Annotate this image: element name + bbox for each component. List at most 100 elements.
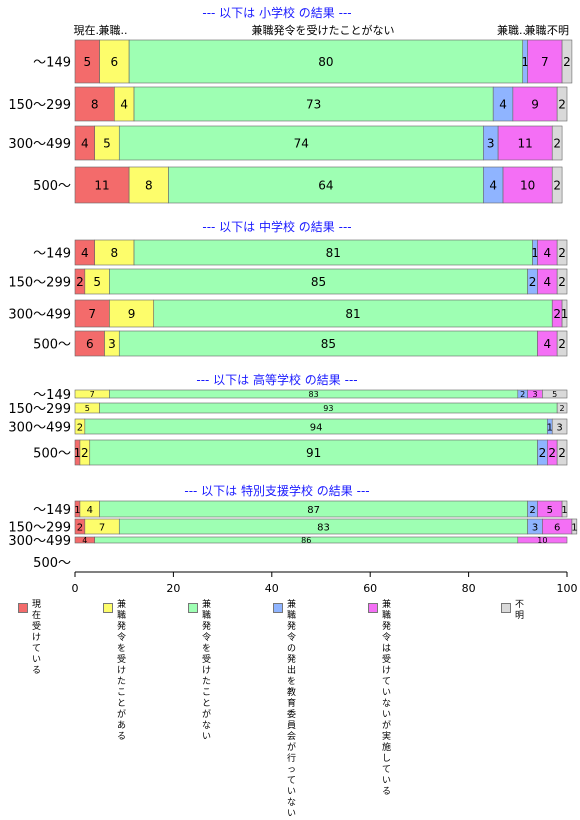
row-label: 300～499 [8, 308, 71, 323]
x-tick-label: 100 [557, 582, 578, 595]
data-label: 2 [558, 275, 566, 289]
data-label: 4 [120, 98, 128, 112]
data-label: 4 [82, 536, 87, 545]
x-tick-label: 20 [166, 582, 180, 595]
data-label: 7 [541, 55, 549, 69]
data-label: 1 [74, 446, 82, 460]
data-label: 10 [537, 536, 547, 545]
data-label: 1 [521, 55, 529, 69]
data-label: 85 [321, 337, 336, 351]
data-label: 2 [539, 446, 547, 460]
data-label: 73 [306, 98, 321, 112]
data-label: 2 [81, 446, 89, 460]
legend-swatch [103, 603, 113, 613]
bar-segment [84, 268, 110, 295]
data-label: 7 [88, 307, 96, 321]
bar-segment [517, 536, 568, 544]
data-label: 9 [128, 307, 136, 321]
x-tick-label: 60 [363, 582, 377, 595]
bar-segment [133, 239, 533, 266]
data-label: 2 [529, 505, 535, 516]
bar-segment [561, 299, 568, 328]
data-label: 5 [83, 55, 91, 69]
bar-segment [94, 239, 135, 266]
data-label: 4 [87, 505, 93, 516]
row-label: 150～299 [8, 521, 71, 536]
data-label: 83 [317, 522, 330, 533]
data-label: 1 [74, 505, 80, 516]
bar-segment [561, 39, 573, 84]
bar-segment [556, 239, 568, 266]
data-label: 1 [561, 307, 569, 321]
data-label: 4 [543, 337, 551, 351]
row-label: 300～499 [8, 421, 71, 436]
data-label: 5 [85, 404, 90, 413]
bar-segment [551, 125, 563, 161]
bar-segment [571, 518, 578, 535]
data-label: 9 [531, 98, 539, 112]
column-header-label: 兼職.. [525, 24, 554, 37]
bar-segment [556, 268, 568, 295]
data-label: 3 [532, 522, 538, 533]
data-label: 1 [561, 505, 567, 516]
bar-segment [74, 39, 100, 84]
column-header-label: 兼職発令を受けたことがない [252, 23, 395, 37]
row-label: 500～ [33, 179, 71, 194]
data-label: 1 [531, 246, 539, 260]
bar-segment [168, 166, 484, 204]
data-label: 5 [103, 137, 111, 151]
data-label: 91 [306, 446, 321, 460]
data-label: 86 [301, 536, 311, 545]
legend-label: 不明 [515, 600, 525, 621]
data-label: 2 [77, 422, 83, 433]
data-label: 2 [558, 98, 566, 112]
data-label: 5 [93, 275, 101, 289]
legend-label: 現在受けている [32, 600, 42, 676]
data-label: 5 [547, 505, 553, 516]
data-label: 4 [81, 246, 89, 260]
data-label: 81 [326, 246, 341, 260]
data-label: 1 [547, 422, 553, 433]
data-label: 2 [558, 246, 566, 260]
data-label: 85 [311, 275, 326, 289]
data-label: 6 [111, 55, 119, 69]
bar-segment [94, 125, 120, 161]
data-label: 3 [556, 422, 562, 433]
bar-segment [74, 86, 115, 122]
bar-segment [153, 299, 553, 328]
row-label: 150～299 [8, 98, 71, 113]
column-header-label: 不明 [547, 24, 569, 37]
data-label: 8 [111, 246, 119, 260]
data-label: 5 [552, 390, 557, 399]
row-label: 300～499 [8, 137, 71, 152]
column-header-label: 兼職.. [99, 24, 128, 37]
bar-segment [133, 86, 494, 122]
legend-swatch [501, 603, 511, 613]
data-label: 4 [543, 246, 551, 260]
row-label: ～149 [33, 56, 71, 71]
data-label: 2 [553, 137, 561, 151]
legend-label: 兼職発令は受けてい ないが実施している [382, 600, 392, 797]
data-label: 81 [345, 307, 360, 321]
bar-segment [497, 125, 553, 161]
column-header-label: 兼職.. [497, 24, 526, 37]
row-label: 500～ [33, 338, 71, 353]
data-label: 93 [323, 404, 333, 413]
bar-segment [74, 299, 110, 328]
legend-label: 兼職発令の発出を教育 委員会が行っていない [287, 600, 297, 819]
data-label: 11 [94, 179, 109, 193]
data-label: 2 [553, 307, 561, 321]
data-label: 74 [294, 137, 309, 151]
bar-segment [109, 299, 155, 328]
data-label: 2 [77, 522, 83, 533]
row-label: ～149 [33, 247, 71, 262]
bar-segment [74, 330, 105, 357]
data-label: 2 [558, 337, 566, 351]
group-title: --- 以下は 高等学校 の結果 --- [196, 372, 357, 387]
row-label: 500～ [33, 447, 71, 462]
group-title: --- 以下は 特別支援学校 の結果 --- [184, 483, 369, 498]
bar-segment [561, 500, 568, 518]
data-label: 11 [518, 137, 533, 151]
data-label: 2 [563, 55, 571, 69]
bar-segment [556, 439, 568, 466]
